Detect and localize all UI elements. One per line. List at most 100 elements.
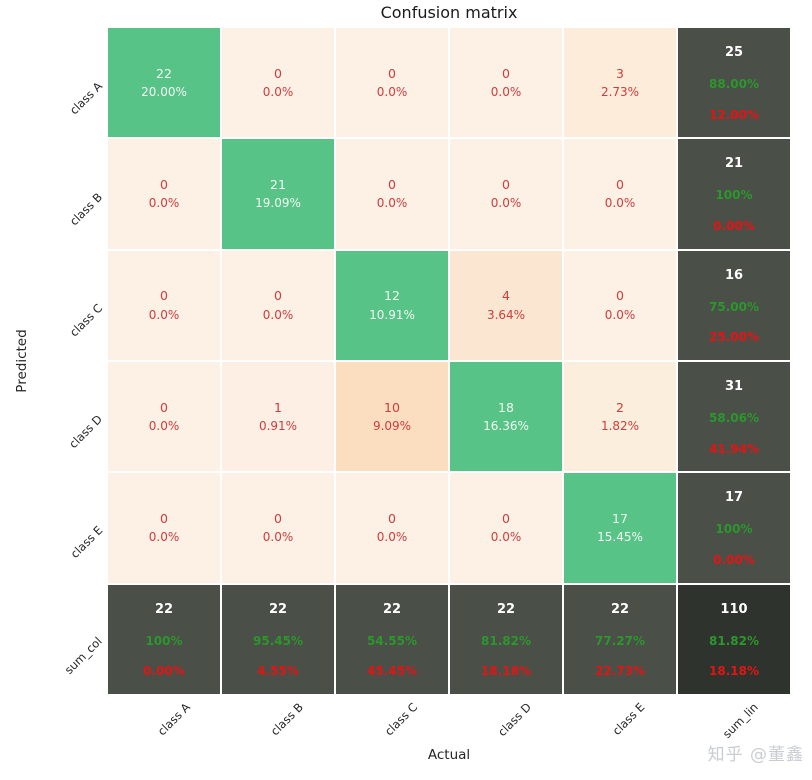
matrix-cell: 1 0.91% [222, 362, 334, 472]
matrix-cell: 16 75.00% 25.00% [678, 250, 790, 360]
cell-num: 0 [388, 511, 396, 526]
cell-pct: 0.0% [262, 307, 294, 322]
cell-pct: 0.0% [376, 196, 408, 211]
cell-pct: 100% [715, 522, 753, 537]
cell-num: 0 [274, 288, 282, 304]
col-label: class C [381, 700, 421, 739]
cell-pct: 95.45% [253, 633, 303, 648]
matrix-cell: 0 0.0% [108, 362, 220, 472]
cell-num: 4 [502, 288, 510, 304]
cell-pct: 58.06% [709, 411, 759, 426]
cell-num: 22 [154, 601, 174, 617]
col-label: class B [268, 700, 307, 739]
cell-num: 3 [616, 65, 624, 81]
cell-pct: 77.27% [595, 633, 645, 648]
cell-num: 0 [502, 511, 510, 526]
matrix-cell: 3 2.73% [564, 28, 676, 138]
cell-num: 0 [160, 399, 168, 415]
cell-pct: 3.64% [486, 307, 526, 322]
cell-pct: 1.82% [600, 419, 640, 434]
cell-num: 31 [724, 379, 744, 394]
cell-num: 0 [160, 177, 168, 192]
cell-num: 0 [616, 288, 624, 304]
row-label: sum_col [61, 633, 105, 677]
cell-num: 0 [160, 288, 168, 304]
cell-num: 22 [382, 601, 402, 617]
watermark: 知乎 @董鑫 [707, 745, 804, 765]
cell-pct: 75.00% [709, 299, 759, 314]
cell-pct: 45.45% [367, 664, 417, 679]
cell-num: 0 [274, 511, 282, 526]
cell-num: 10 [384, 399, 400, 415]
row-label: class D [66, 411, 105, 451]
cell-pct: 0.0% [376, 530, 408, 545]
cell-pct: 10.91% [369, 307, 415, 322]
matrix-cell: 22 95.45% 4.55% [222, 584, 334, 694]
cell-num: 0 [388, 65, 396, 81]
matrix-cell: 22 20.00% [108, 28, 220, 138]
cell-pct: 81.82% [709, 633, 759, 648]
cell-pct: 100% [145, 633, 183, 648]
cell-pct: 0.00% [713, 219, 755, 234]
cell-num: 22 [610, 601, 630, 617]
cell-num: 17 [724, 490, 744, 506]
matrix-cell: 0 0.0% [336, 28, 448, 138]
cell-pct: 25.00% [709, 330, 759, 345]
matrix-cell: 4 3.64% [450, 250, 562, 360]
col-label: class A [154, 700, 193, 739]
cell-pct: 15.45% [597, 530, 643, 545]
cell-num: 0 [160, 511, 168, 526]
cell-num: 21 [270, 177, 286, 192]
cell-pct: 0.0% [262, 530, 294, 545]
col-label: class E [609, 700, 648, 738]
matrix-cell: 0 0.0% [564, 250, 676, 360]
matrix-cell: 0 0.0% [564, 139, 676, 249]
cell-pct: 0.0% [490, 196, 522, 211]
matrix-cell: 10 9.09% [336, 362, 448, 472]
cell-pct: 0.0% [376, 85, 408, 100]
cell-pct: 0.0% [148, 419, 180, 434]
cell-pct: 0.0% [148, 307, 180, 322]
matrix-cell: 17 15.45% [564, 473, 676, 583]
cell-pct: 0.0% [148, 530, 180, 545]
cell-num: 22 [268, 601, 288, 617]
matrix-cell: 0 0.0% [336, 139, 448, 249]
cell-num: 0 [502, 65, 510, 81]
cell-num: 0 [616, 177, 624, 192]
col-label: sum_lin [720, 700, 762, 741]
cell-num: 1 [274, 399, 282, 415]
cell-pct: 0.00% [143, 664, 185, 679]
matrix-cell: 2 1.82% [564, 362, 676, 472]
cell-pct: 41.94% [709, 441, 759, 456]
row-label: class B [66, 189, 105, 228]
cell-num: 22 [496, 601, 516, 617]
cell-pct: 54.55% [367, 633, 417, 648]
cell-pct: 0.0% [490, 530, 522, 545]
cell-pct: 0.91% [258, 419, 298, 434]
matrix-cell: 21 19.09% [222, 139, 334, 249]
x-axis-label: Actual [427, 747, 471, 763]
matrix-cell: 17 100% 0.00% [678, 473, 790, 583]
cell-pct: 18.18% [481, 664, 531, 679]
cell-num: 0 [502, 177, 510, 192]
cell-pct: 16.36% [483, 419, 529, 434]
matrix-cell: 0 0.0% [222, 250, 334, 360]
row-label: class C [66, 300, 105, 339]
cell-num: 22 [156, 65, 172, 81]
matrix-cell: 0 0.0% [222, 28, 334, 138]
matrix-cell: 0 0.0% [108, 250, 220, 360]
cell-num: 0 [388, 177, 396, 192]
matrix-cell: 0 0.0% [450, 139, 562, 249]
cell-pct: 2.73% [600, 85, 640, 100]
cell-num: 0 [274, 65, 282, 81]
cell-pct: 12.00% [709, 107, 759, 122]
cell-pct: 18.18% [709, 664, 759, 679]
matrix-cell: 22 100% 0.00% [108, 584, 220, 694]
cell-pct: 19.09% [255, 196, 301, 211]
row-label: class E [67, 522, 105, 561]
cell-pct: 0.0% [148, 196, 180, 211]
cell-pct: 20.00% [141, 85, 187, 100]
cell-pct: 0.00% [713, 553, 755, 568]
cell-pct: 81.82% [481, 633, 531, 648]
